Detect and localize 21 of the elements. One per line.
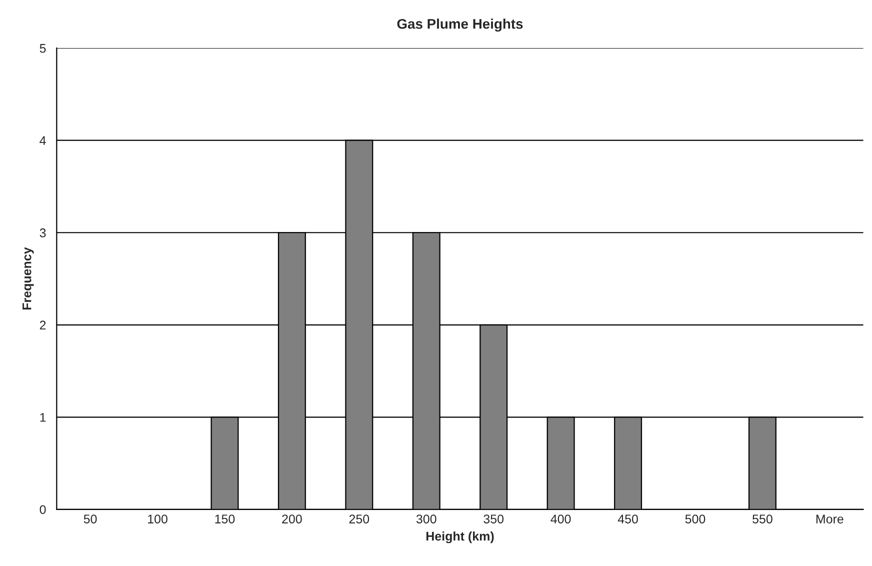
x-tick-label: 100 — [148, 514, 168, 524]
x-tick-label: 450 — [618, 514, 638, 524]
x-tick-label: 400 — [550, 514, 571, 524]
y-tick-label: 5 — [40, 44, 46, 53]
y-axis-title: Frequency — [22, 247, 34, 310]
y-tick-label: 3 — [40, 228, 46, 238]
x-tick-label: 200 — [282, 514, 302, 524]
x-axis-title: Height (km) — [426, 531, 494, 544]
y-tick-label: 0 — [40, 505, 46, 514]
x-tick-label: 500 — [685, 514, 706, 524]
x-tick-label: More — [816, 514, 844, 524]
x-tick-label: 150 — [215, 514, 235, 524]
x-tick-label: 250 — [349, 514, 370, 524]
x-tick-label: 550 — [752, 514, 772, 524]
y-tick-label: 1 — [40, 413, 46, 422]
x-tick-label: 350 — [484, 514, 504, 524]
x-tick-label: 50 — [84, 514, 97, 524]
x-tick-label: 300 — [416, 514, 436, 524]
chart-title: Gas Plume Heights — [397, 18, 523, 32]
y-tick-label: 2 — [40, 320, 46, 330]
y-tick-label: 4 — [40, 136, 46, 145]
